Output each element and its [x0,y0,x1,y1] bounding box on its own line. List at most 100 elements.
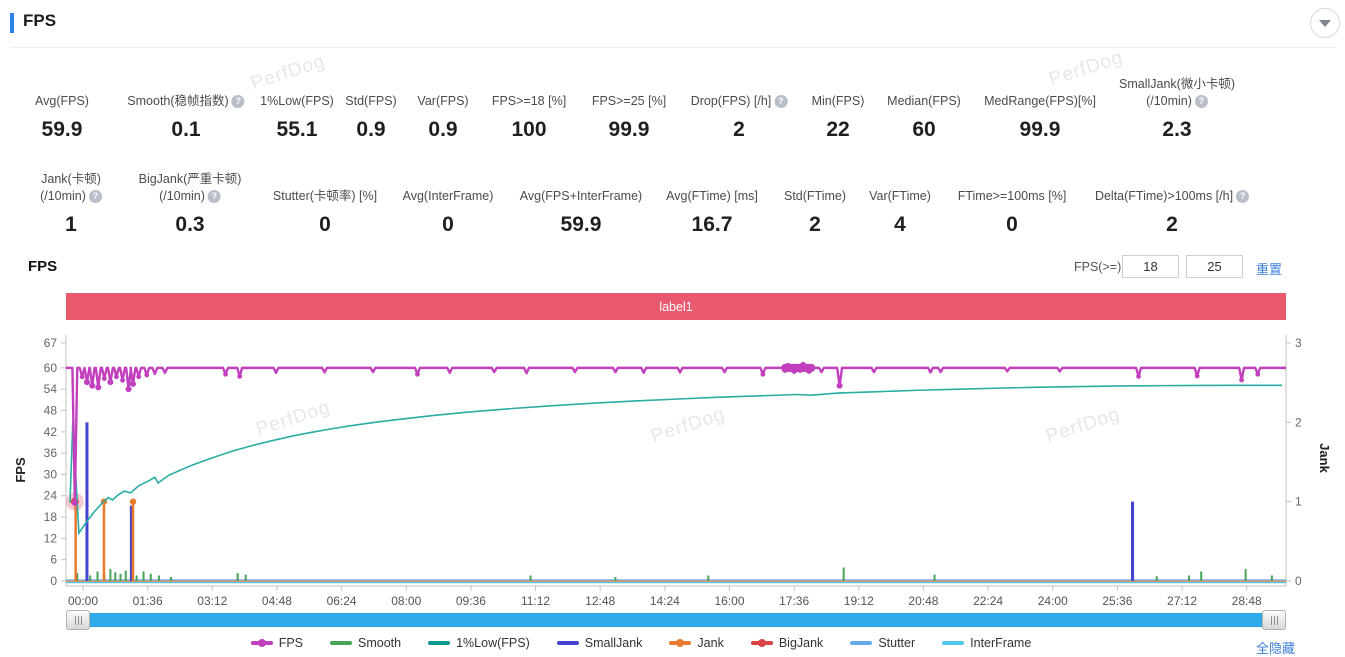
stat-value: 16.7 [691,213,733,236]
chevron-down-icon [1319,19,1331,27]
svg-text:04:48: 04:48 [262,594,292,608]
legend-label: Smooth [358,636,402,650]
help-icon[interactable]: ? [1236,190,1250,203]
stat-value: 99.9 [608,118,650,141]
svg-text:3: 3 [1295,336,1302,350]
stat-value: 100 [511,118,547,141]
svg-text:17:36: 17:36 [779,594,809,608]
stat-r2-3: Avg(InterFrame) 0 [403,169,494,237]
chart-range-scrollbar[interactable] [66,610,1286,630]
svg-text:25:36: 25:36 [1102,594,1132,608]
svg-text:0: 0 [50,574,57,588]
stat-label: BigJank(严重卡顿) (/10min)? [138,172,242,203]
legend-item-stutter[interactable]: Stutter [850,636,915,650]
stat-value: 2 [809,213,821,236]
legend-marker-icon [750,639,773,647]
stat-r2-9: Delta(FTime)>100ms [/h]? 2 [1095,169,1250,237]
help-icon[interactable]: ? [207,190,221,203]
legend-label: FPS [278,636,304,650]
help-icon[interactable]: ? [88,190,102,203]
stat-label: Stutter(卡顿率) [%] [272,189,378,203]
svg-text:28:48: 28:48 [1232,594,1262,608]
stat-value: 60 [912,118,936,141]
stat-label: Min(FPS) [811,94,865,108]
legend-item-jank[interactable]: Jank [669,636,724,650]
svg-text:06:24: 06:24 [327,594,357,608]
stat-value: 59.9 [41,118,83,141]
legend-marker-icon [330,641,353,645]
legend-item-interframe[interactable]: InterFrame [942,636,1031,650]
help-icon[interactable]: ? [231,95,245,108]
svg-text:60: 60 [44,361,58,375]
stat-value: 2.3 [1162,118,1192,141]
svg-text:12:48: 12:48 [585,594,615,608]
stat-label: Delta(FTime)>100ms [/h]? [1095,169,1250,205]
stat-r2-1: BigJank(严重卡顿) (/10min)? 0.3 [139,169,242,237]
svg-text:20:48: 20:48 [908,594,938,608]
legend-item-1-low-fps-[interactable]: 1%Low(FPS) [428,636,530,650]
legend-label: Stutter [878,636,916,650]
svg-text:36: 36 [44,446,58,460]
stat-r1-7: Drop(FPS) [/h]? 2 [691,74,788,142]
svg-text:16:00: 16:00 [714,594,744,608]
stat-value: 0.1 [171,118,201,141]
svg-text:27:12: 27:12 [1167,594,1197,608]
svg-text:0: 0 [1295,574,1302,588]
stat-value: 99.9 [1019,118,1061,141]
fps-threshold-label: FPS(>=) [1074,260,1122,274]
stat-label: FPS>=18 [%] [491,94,567,108]
svg-text:6: 6 [50,553,57,567]
fps-threshold-max-input[interactable] [1186,255,1243,278]
legend-marker-icon [942,641,965,645]
stat-label: SmallJank(微小卡顿) (/10min)? [1119,77,1235,108]
legend-item-smalljank[interactable]: SmallJank [556,636,642,650]
stat-label: Median(FPS) [887,94,961,108]
svg-text:14:24: 14:24 [650,594,680,608]
hide-all-link[interactable]: 全隐藏 [1256,641,1296,656]
stat-value: 0 [442,213,454,236]
stat-value: 0.3 [175,213,205,236]
svg-text:09:36: 09:36 [456,594,486,608]
fps-threshold-min-input[interactable] [1122,255,1179,278]
stat-label: FTime>=100ms [%] [957,189,1067,203]
legend-item-bigjank[interactable]: BigJank [750,636,823,650]
stat-r1-6: FPS>=25 [%] 99.9 [592,74,666,142]
chart-section-title: FPS [28,258,58,275]
help-icon[interactable]: ? [774,95,788,108]
reset-link[interactable]: 重置 [1256,262,1283,277]
legend-marker-icon [850,641,873,645]
svg-text:2: 2 [1295,415,1302,429]
svg-text:67: 67 [44,336,58,350]
stat-label: Var(FTime) [869,189,931,203]
stat-label: Std(FTime) [783,189,847,203]
stat-r1-4: Var(FPS) 0.9 [417,74,468,142]
svg-text:24: 24 [44,489,58,503]
stat-r2-5: Avg(FTime) [ms] 16.7 [666,169,758,237]
stat-r1-10: MedRange(FPS)[%] 99.9 [984,74,1096,142]
stat-value: 59.9 [560,213,602,236]
legend-item-fps[interactable]: FPS [250,636,304,650]
help-icon[interactable]: ? [1194,95,1208,108]
stat-r2-0: Jank(卡顿) (/10min)? 1 [40,169,102,237]
svg-text:12: 12 [44,531,58,545]
stat-label: FPS>=25 [%] [591,94,667,108]
scrollbar-track[interactable] [66,613,1286,627]
svg-text:48: 48 [44,403,58,417]
collapse-panel-button[interactable] [1310,8,1340,38]
stat-r1-11: SmallJank(微小卡顿) (/10min)? 2.3 [1119,74,1235,142]
stat-label: Avg(InterFrame) [402,189,494,203]
svg-text:FPS: FPS [13,457,28,483]
svg-text:18: 18 [44,510,58,524]
header-accent-bar [10,13,14,33]
stat-label: Jank(卡顿) (/10min)? [40,172,102,203]
chart-legend: FPS Smooth 1%Low(FPS) SmallJank Jank BigJank S… [66,636,1216,650]
legend-item-smooth[interactable]: Smooth [330,636,401,650]
svg-text:24:00: 24:00 [1038,594,1068,608]
scrollbar-left-handle[interactable] [66,610,90,630]
stat-value: 55.1 [276,118,318,141]
stat-label: Std(FPS) [345,94,397,108]
scrollbar-right-handle[interactable] [1262,610,1286,630]
stat-label: Drop(FPS) [/h]? [691,74,788,110]
